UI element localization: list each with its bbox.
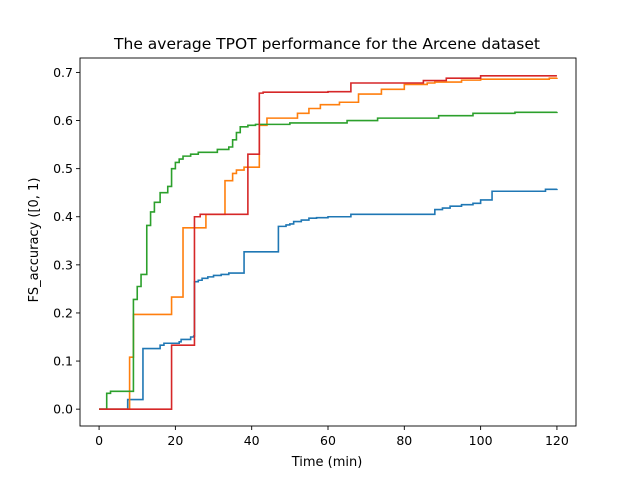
series-line-4 bbox=[99, 75, 557, 410]
plot-area: 0 20 40 60 80 100 120 0.0 0.1 0.2 0.3 0.4 0.5 0.6 0.7 bbox=[53, 57, 577, 448]
x-tick-label: 40 bbox=[244, 433, 260, 448]
x-tick-label: 120 bbox=[545, 433, 569, 448]
y-axis-label: FS_accuracy ([0, 1) bbox=[27, 178, 42, 303]
x-tick-label: 80 bbox=[396, 433, 412, 448]
x-tick-label: 100 bbox=[469, 433, 493, 448]
y-tick-label: 0.5 bbox=[53, 161, 73, 176]
series-line-3 bbox=[99, 111, 558, 410]
y-tick-label: 0.7 bbox=[53, 65, 73, 80]
y-tick-label: 0.2 bbox=[53, 305, 73, 320]
y-tick-label: 0.6 bbox=[53, 113, 73, 128]
y-tick-label: 0.3 bbox=[53, 257, 73, 272]
y-tick-label: 0.0 bbox=[53, 402, 73, 417]
x-tick-label: 0 bbox=[95, 433, 103, 448]
y-tick-label: 0.4 bbox=[53, 209, 73, 224]
series-line-1 bbox=[99, 188, 558, 410]
x-axis-label: Time (min) bbox=[291, 455, 363, 470]
x-tick-label: 60 bbox=[320, 433, 336, 448]
y-tick-label: 0.1 bbox=[53, 354, 73, 369]
series-line-2 bbox=[99, 77, 558, 410]
x-tick-label: 20 bbox=[167, 433, 183, 448]
chart-title: The average TPOT performance for the Arc… bbox=[113, 35, 540, 53]
